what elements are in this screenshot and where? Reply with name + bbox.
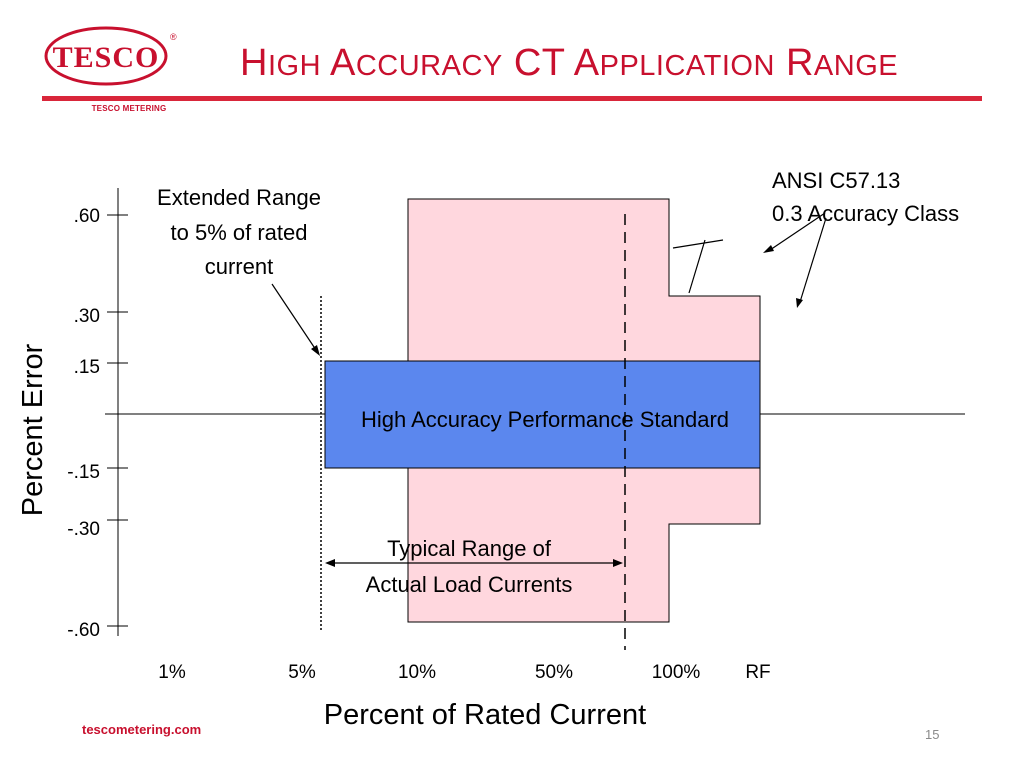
title-word-rest: IGH [267,50,322,82]
y-tick-label: -.15 [67,462,100,483]
extended-range-arrowhead [311,345,320,356]
title-word-initial: R [785,42,814,84]
title-word-rest: PPLICATION [599,50,775,82]
x-tick-label: 10% [398,662,436,683]
logo-caption: TESCO METERING [91,104,167,113]
y-tick-label: -.30 [67,519,100,540]
title-word-initial: A [329,42,356,84]
ansi-pointer [769,212,826,251]
x-tick-label: 100% [652,662,701,683]
x-tick-label: 5% [288,662,316,683]
tesco-logo: TESCO ® TESCO METERING [38,22,188,113]
high-accuracy-band [324,360,761,469]
tesco-logo-icon: TESCO ® [44,26,177,86]
y-tick-label: -.60 [67,620,100,641]
title-word-rest: CCURACY [355,50,503,82]
title-underline [42,96,982,101]
x-axis-title: Percent of Rated Current [324,699,646,731]
ansi-leader-line [688,239,706,294]
ansi-label: 0.3 Accuracy Class [772,201,959,226]
title-word: HIGH [240,42,321,84]
ansi-pointer [799,217,827,303]
logo-text: TESCO [53,41,160,74]
typical-range-label: Typical Range of [387,536,552,561]
y-tick-label: .60 [74,206,100,227]
y-tick-marks [107,214,128,627]
x-tick-label: RF [745,662,770,683]
registered-mark: ® [170,32,177,42]
x-tick-label: 1% [158,662,186,683]
ansi-label: ANSI C57.13 [772,168,900,193]
page-number: 15 [925,727,940,742]
extended-range-pointer [271,283,317,351]
y-axis-title: Percent Error [17,343,49,516]
title-word-rest: ANGE [813,50,899,82]
extended-range-label: Extended Range [157,185,321,210]
website-footer: tescometering.com [82,722,202,737]
title-word: RANGE [786,42,898,84]
extended-range-label: current [205,254,273,279]
title-word-initial: H [240,42,268,84]
y-tick-label: .30 [74,306,100,327]
high-accuracy-band-label: High Accuracy Performance Standard [361,407,729,432]
y-tick-label: .15 [74,357,100,378]
x-tick-label: 50% [535,662,573,683]
ansi-arrowhead [763,245,774,253]
page-title: HIGH ACCURACY CT APPLICATION RANGE [240,42,898,85]
title-word: ACCURACY [330,42,503,84]
typical-range-arrowhead-left [325,559,335,567]
extended-range-label: to 5% of rated [171,220,308,245]
typical-range-label: Actual Load Currents [366,572,573,597]
typical-range-arrowhead-right [613,559,623,567]
ansi-arrowhead [796,298,803,308]
title-word: APPLICATION [574,42,775,84]
title-word-initial: A [573,42,600,84]
title-word-initial: CT [513,42,565,84]
ansi-leader-line [672,239,724,249]
title-word: CT [514,42,565,84]
